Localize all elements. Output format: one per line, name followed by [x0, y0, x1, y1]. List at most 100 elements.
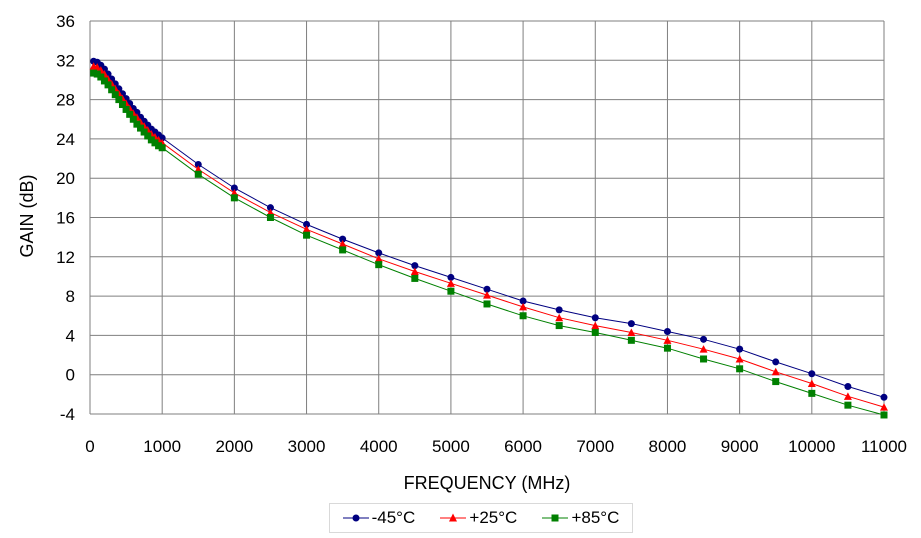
data-point [519, 312, 527, 320]
y-tick-label: 12 [56, 248, 75, 267]
x-tick-label: 6000 [504, 437, 542, 456]
data-point [880, 411, 888, 419]
data-point [155, 142, 163, 150]
data-point [627, 320, 635, 328]
data-point [735, 354, 744, 363]
y-tick-label: -4 [60, 405, 75, 424]
data-point [303, 231, 311, 239]
data-point [446, 279, 455, 287]
legend-label: -45°C [371, 508, 416, 527]
legend: -45°C +25°C +85°C [329, 503, 633, 533]
y-tick-label: 0 [66, 366, 75, 385]
data-point [591, 321, 600, 330]
data-point [699, 345, 708, 353]
series-markers [89, 57, 888, 419]
data-point [133, 120, 141, 128]
data-point [339, 246, 347, 254]
series-line-1 [93, 65, 885, 408]
x-tick-label: 3000 [288, 437, 326, 456]
data-point [808, 389, 816, 397]
data-point [663, 336, 672, 344]
data-point [158, 144, 166, 152]
data-point [194, 170, 202, 178]
data-point [266, 204, 274, 212]
data-point [771, 367, 780, 376]
y-tick-label: 16 [56, 209, 75, 228]
data-point [555, 306, 563, 314]
legend-item-minus45: -45°C [342, 508, 416, 528]
data-point [194, 160, 202, 168]
data-point [122, 105, 130, 113]
data-point [880, 403, 888, 411]
y-tick-label: 36 [56, 12, 75, 31]
x-tick-label: 8000 [649, 437, 687, 456]
data-point [880, 393, 888, 401]
data-point [591, 314, 599, 322]
x-tick-label: 5000 [432, 437, 470, 456]
data-point [411, 262, 419, 270]
legend-item-plus85: +85°C [542, 508, 619, 528]
data-point [108, 86, 116, 94]
data-point [374, 254, 383, 263]
data-point [115, 96, 123, 104]
y-tick-label: 4 [66, 326, 75, 345]
data-point [129, 115, 137, 123]
legend-marker-square-icon [542, 514, 569, 522]
series-lines [93, 60, 885, 416]
data-point [519, 302, 528, 311]
data-point [338, 240, 347, 248]
data-point [447, 287, 455, 295]
data-point [519, 297, 527, 305]
x-tick-label: 10000 [788, 437, 835, 456]
data-point [302, 225, 311, 233]
legend-marker-circle-icon [342, 514, 369, 522]
y-tick-label: 8 [66, 287, 75, 306]
data-point [266, 214, 274, 221]
y-tick-label: 28 [56, 91, 75, 110]
data-point [736, 365, 744, 373]
data-point [230, 184, 238, 192]
data-point [303, 220, 311, 228]
legend-label: +85°C [571, 508, 620, 527]
data-point [118, 101, 126, 109]
data-point [843, 392, 852, 400]
data-point [147, 136, 155, 144]
data-point [447, 273, 455, 281]
data-point [700, 355, 708, 363]
legend-label: +25°C [469, 508, 518, 527]
data-point [700, 335, 708, 343]
data-point [627, 328, 636, 336]
data-point [375, 261, 383, 269]
data-point [844, 382, 852, 390]
x-tick-label: 1000 [143, 437, 181, 456]
y-axis-title: GAIN (dB) [17, 174, 37, 257]
x-tick-label: 11000 [861, 437, 907, 456]
data-point [627, 336, 635, 344]
data-point [736, 345, 744, 353]
data-point [844, 401, 852, 409]
series-line-2 [93, 72, 885, 416]
data-point [230, 194, 238, 202]
legend-marker-triangle-icon [440, 513, 467, 522]
data-point [111, 91, 119, 99]
data-point [411, 274, 419, 282]
data-point [90, 69, 98, 77]
x-axis-title: FREQUENCY (MHz) [404, 473, 571, 493]
data-point [100, 77, 108, 85]
data-point [483, 285, 491, 293]
series-line-0 [93, 60, 885, 398]
data-point [375, 249, 383, 257]
data-point [151, 139, 159, 147]
data-point [772, 358, 780, 366]
data-point [93, 63, 102, 71]
legend-item-plus25: +25°C [440, 508, 517, 528]
data-point [140, 128, 148, 136]
data-point [591, 328, 599, 336]
data-point [137, 124, 145, 132]
data-point [807, 379, 816, 388]
data-point [555, 322, 563, 330]
data-point [663, 327, 671, 335]
data-point [772, 378, 780, 386]
x-tick-label: 9000 [721, 437, 759, 456]
y-tick-label: 32 [56, 51, 75, 70]
